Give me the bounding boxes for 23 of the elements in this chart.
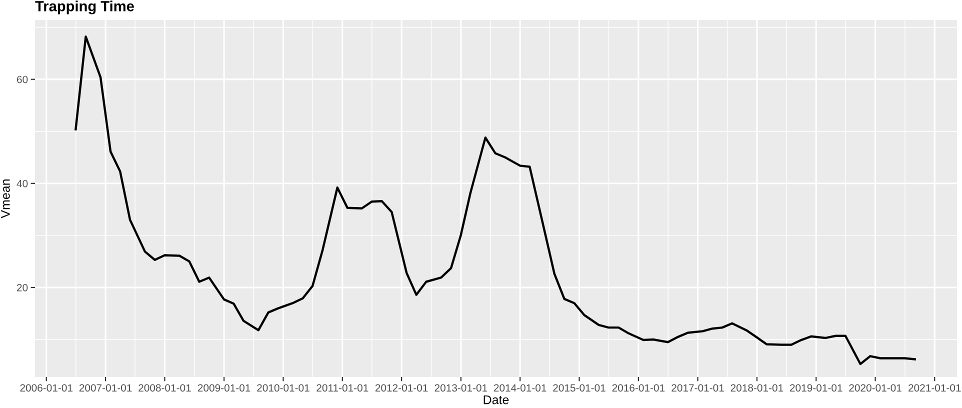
- x-tick-label: 2011-01-01: [316, 384, 368, 392]
- x-tick-label: 2009-01-01: [198, 384, 250, 392]
- x-tick-label: 2019-01-01: [790, 384, 842, 392]
- x-tick-label: 2016-01-01: [612, 384, 665, 392]
- x-tick-label: 2012-01-01: [375, 384, 428, 392]
- x-tick-label: 2013-01-01: [434, 384, 488, 392]
- line-series: [74, 36, 916, 366]
- x-tick-label: 2018-01-01: [730, 384, 784, 392]
- y-tick-label: 40: [16, 180, 28, 188]
- x-tick-label: 2007-01-01: [79, 384, 132, 392]
- y-tick-label: 20: [17, 284, 28, 292]
- x-tick-label: 2015-01-01: [553, 384, 606, 392]
- x-tick-label: 2006-01-01: [20, 384, 72, 392]
- x-tick-label: 2020-01-01: [849, 384, 902, 392]
- x-tick-label: 2008-01-01: [138, 384, 191, 392]
- y-tick-label: 60: [17, 76, 28, 84]
- x-tick-label: 2010-01-01: [257, 384, 310, 392]
- chart-title: Trapping Time: [35, 0, 134, 14]
- x-axis-title: Date: [484, 395, 509, 404]
- y-axis-title: Vmean: [1, 180, 10, 218]
- x-tick-label: 2021-01-01: [908, 384, 961, 392]
- x-tick-label: 2017-01-01: [672, 384, 724, 392]
- x-tick-label: 2014-01-01: [494, 384, 546, 392]
